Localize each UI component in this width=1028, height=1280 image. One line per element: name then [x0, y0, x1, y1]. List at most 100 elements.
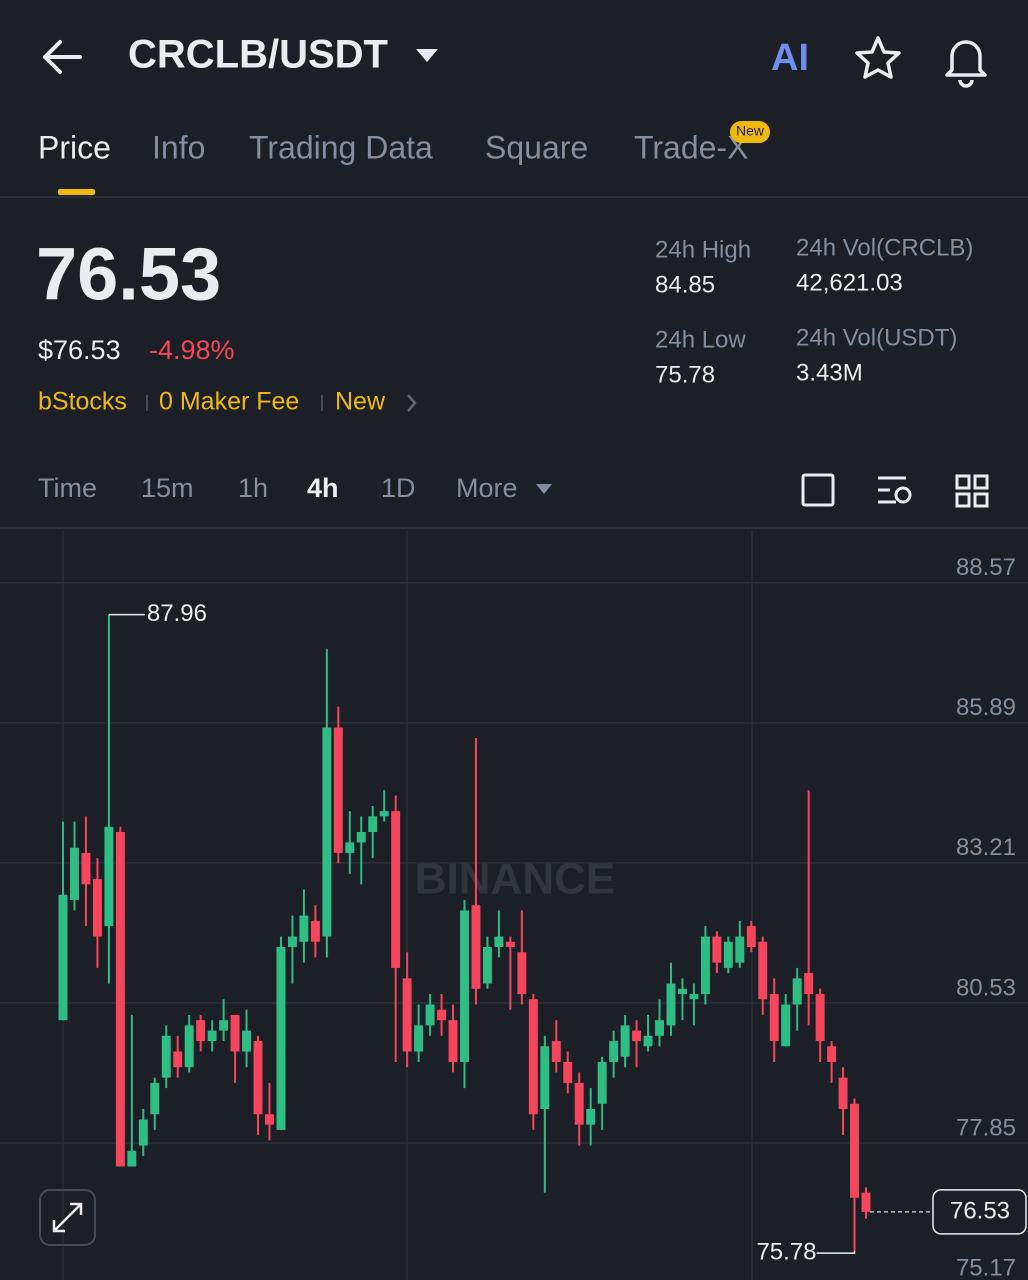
- candle-body: [127, 1150, 137, 1167]
- candle-body: [196, 1020, 206, 1042]
- candle-body: [838, 1077, 848, 1109]
- candle-body: [827, 1046, 837, 1062]
- chart-tools: [801, 473, 989, 508]
- candle-body: [69, 847, 79, 900]
- tool-icon[interactable]: [955, 474, 989, 508]
- candle-body: [482, 946, 492, 984]
- tag[interactable]: bStocks: [38, 388, 127, 416]
- candles: [58, 614, 871, 1252]
- candle-body: [391, 811, 401, 968]
- y-tick-label: 83.21: [956, 834, 1016, 861]
- candle-body: [528, 999, 538, 1115]
- candle-body: [677, 988, 687, 995]
- favorite-icon[interactable]: [855, 36, 901, 79]
- stat-label: 24h Vol(CRCLB): [796, 234, 973, 261]
- alert-icon[interactable]: [945, 40, 987, 88]
- interval[interactable]: Time: [38, 473, 97, 503]
- candle-body: [448, 1020, 458, 1062]
- y-tick-label: 77.85: [956, 1114, 1016, 1141]
- interval[interactable]: 15m: [141, 473, 194, 503]
- tag-chevron[interactable]: [407, 394, 417, 412]
- candle-body: [700, 936, 710, 995]
- candle-body: [219, 1020, 229, 1031]
- watermark: BINANCE: [415, 855, 615, 904]
- interval[interactable]: More: [456, 473, 518, 503]
- candle-body: [138, 1119, 148, 1146]
- stat-value: 3.43M: [796, 359, 863, 386]
- candle-body: [758, 941, 768, 1000]
- candle-body: [540, 1046, 550, 1109]
- tool-icon[interactable]: [878, 476, 906, 504]
- y-tick-label: 80.53: [956, 974, 1016, 1001]
- tab[interactable]: Trade-X: [634, 129, 748, 165]
- low-pointer: [816, 1251, 856, 1254]
- interval[interactable]: 4h: [307, 473, 339, 503]
- candle-body: [597, 1061, 607, 1104]
- usd-price: $76.53: [38, 335, 121, 365]
- candle-body: [414, 1025, 424, 1052]
- candle-body: [173, 1051, 183, 1068]
- candle-body: [792, 978, 802, 1005]
- low-label: 75.78: [756, 1238, 816, 1265]
- candle-body: [230, 1014, 240, 1052]
- candle-body: [551, 1041, 561, 1062]
- y-tick-label: 75.17: [956, 1254, 1016, 1280]
- tool-icon[interactable]: [801, 473, 835, 507]
- candle-body: [92, 879, 102, 937]
- tag[interactable]: 0 Maker Fee: [159, 388, 299, 416]
- candle-body: [632, 1030, 642, 1042]
- y-tick-label: 85.89: [956, 694, 1016, 721]
- candle-body: [781, 1004, 791, 1047]
- candle-body: [58, 894, 68, 1021]
- candle-body: [746, 926, 756, 947]
- stat-value: 42,621.03: [796, 269, 903, 296]
- candle-body: [574, 1082, 584, 1125]
- tab[interactable]: Price: [38, 129, 111, 165]
- candle-body: [517, 952, 527, 995]
- stat-value: 84.85: [655, 271, 715, 298]
- candle-body: [276, 946, 286, 1130]
- fullscreen-icon[interactable]: [52, 1202, 83, 1233]
- interval[interactable]: 1D: [381, 473, 416, 503]
- tab[interactable]: Square: [485, 129, 588, 165]
- candle-body: [253, 1041, 263, 1115]
- candle-body: [356, 832, 366, 843]
- tab-indicator: [58, 189, 95, 195]
- y-tick-label: 88.57: [956, 554, 1016, 581]
- back-button[interactable]: [43, 40, 82, 74]
- candle-body: [104, 826, 114, 927]
- last-price: 76.53: [36, 233, 221, 316]
- pair-title[interactable]: CRCLB/USDT: [128, 33, 388, 77]
- candle-body: [161, 1035, 171, 1078]
- tab[interactable]: Info: [152, 129, 205, 165]
- candle-body: [368, 816, 378, 833]
- tab[interactable]: Trading Data: [249, 129, 433, 165]
- candle-body: [333, 727, 343, 853]
- high-label: 87.96: [147, 600, 207, 627]
- candle-body: [184, 1025, 194, 1068]
- candle-body: [494, 936, 504, 947]
- tag[interactable]: New: [335, 388, 386, 416]
- candle-body: [815, 994, 825, 1042]
- candle-body: [643, 1035, 653, 1047]
- tool-icon[interactable]: [894, 486, 912, 504]
- candle-body: [402, 978, 412, 1052]
- candle-body: [620, 1025, 630, 1057]
- candle-body: [299, 915, 309, 942]
- fullscreen-button[interactable]: [39, 1189, 96, 1246]
- last-price-label: 76.53: [950, 1197, 1010, 1224]
- more-dropdown[interactable]: [536, 484, 552, 494]
- candle-body: [586, 1108, 596, 1125]
- interval[interactable]: 1h: [238, 473, 268, 503]
- candle-body: [769, 994, 779, 1042]
- candle-body: [609, 1041, 619, 1062]
- candle-body: [505, 941, 515, 947]
- candle-body: [81, 852, 91, 885]
- overlay: 88.57 85.89 83.21 80.53 77.85 75.17 87.96 75.78…: [108, 554, 1027, 1280]
- candle-body: [425, 1004, 435, 1026]
- ai-icon[interactable]: AI: [771, 37, 809, 79]
- pair-dropdown[interactable]: [416, 49, 438, 62]
- new-badge: New: [736, 123, 765, 139]
